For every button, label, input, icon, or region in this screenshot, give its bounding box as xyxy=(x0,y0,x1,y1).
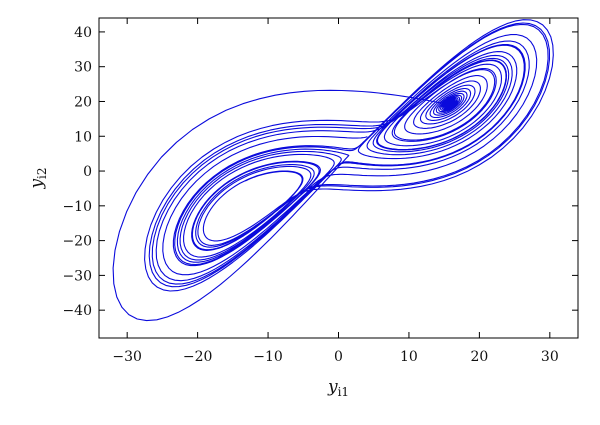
plot-frame xyxy=(98,17,579,339)
y-tick-label: 10 xyxy=(74,129,92,145)
y-tick-label: 30 xyxy=(74,60,92,76)
x-tick-label: −30 xyxy=(112,349,142,365)
y-axis-label-sub: i2 xyxy=(35,167,49,178)
y-tick-label: 20 xyxy=(74,94,92,110)
x-tick-label: 30 xyxy=(541,349,559,365)
x-tick-label: −10 xyxy=(253,349,283,365)
y-tick-label: −10 xyxy=(62,199,92,215)
x-tick-label: 0 xyxy=(334,349,343,365)
y-axis-label-base: y xyxy=(27,179,47,190)
y-tick-label: 0 xyxy=(83,164,92,180)
x-tick-label: 20 xyxy=(470,349,488,365)
x-axis-label-base: y xyxy=(327,377,338,397)
y-axis-label: yi2 xyxy=(27,167,49,189)
ticks-layer: −30 −20 −10 0 10 20 30 −40 −30 −20 −10 0 10 20 30 40 xyxy=(62,18,578,365)
y-tick-label: −20 xyxy=(62,234,92,250)
y-tick-label: −30 xyxy=(62,268,92,284)
x-tick-label: 10 xyxy=(400,349,418,365)
x-axis-label: yi1 xyxy=(327,377,349,399)
trajectory-layer xyxy=(112,19,554,322)
x-tick-label: −20 xyxy=(183,349,213,365)
x-axis-label-sub: i1 xyxy=(338,385,349,399)
y-tick-label: −40 xyxy=(62,303,92,319)
y-tick-label: 40 xyxy=(74,25,92,41)
attractor-trajectory xyxy=(112,19,554,322)
